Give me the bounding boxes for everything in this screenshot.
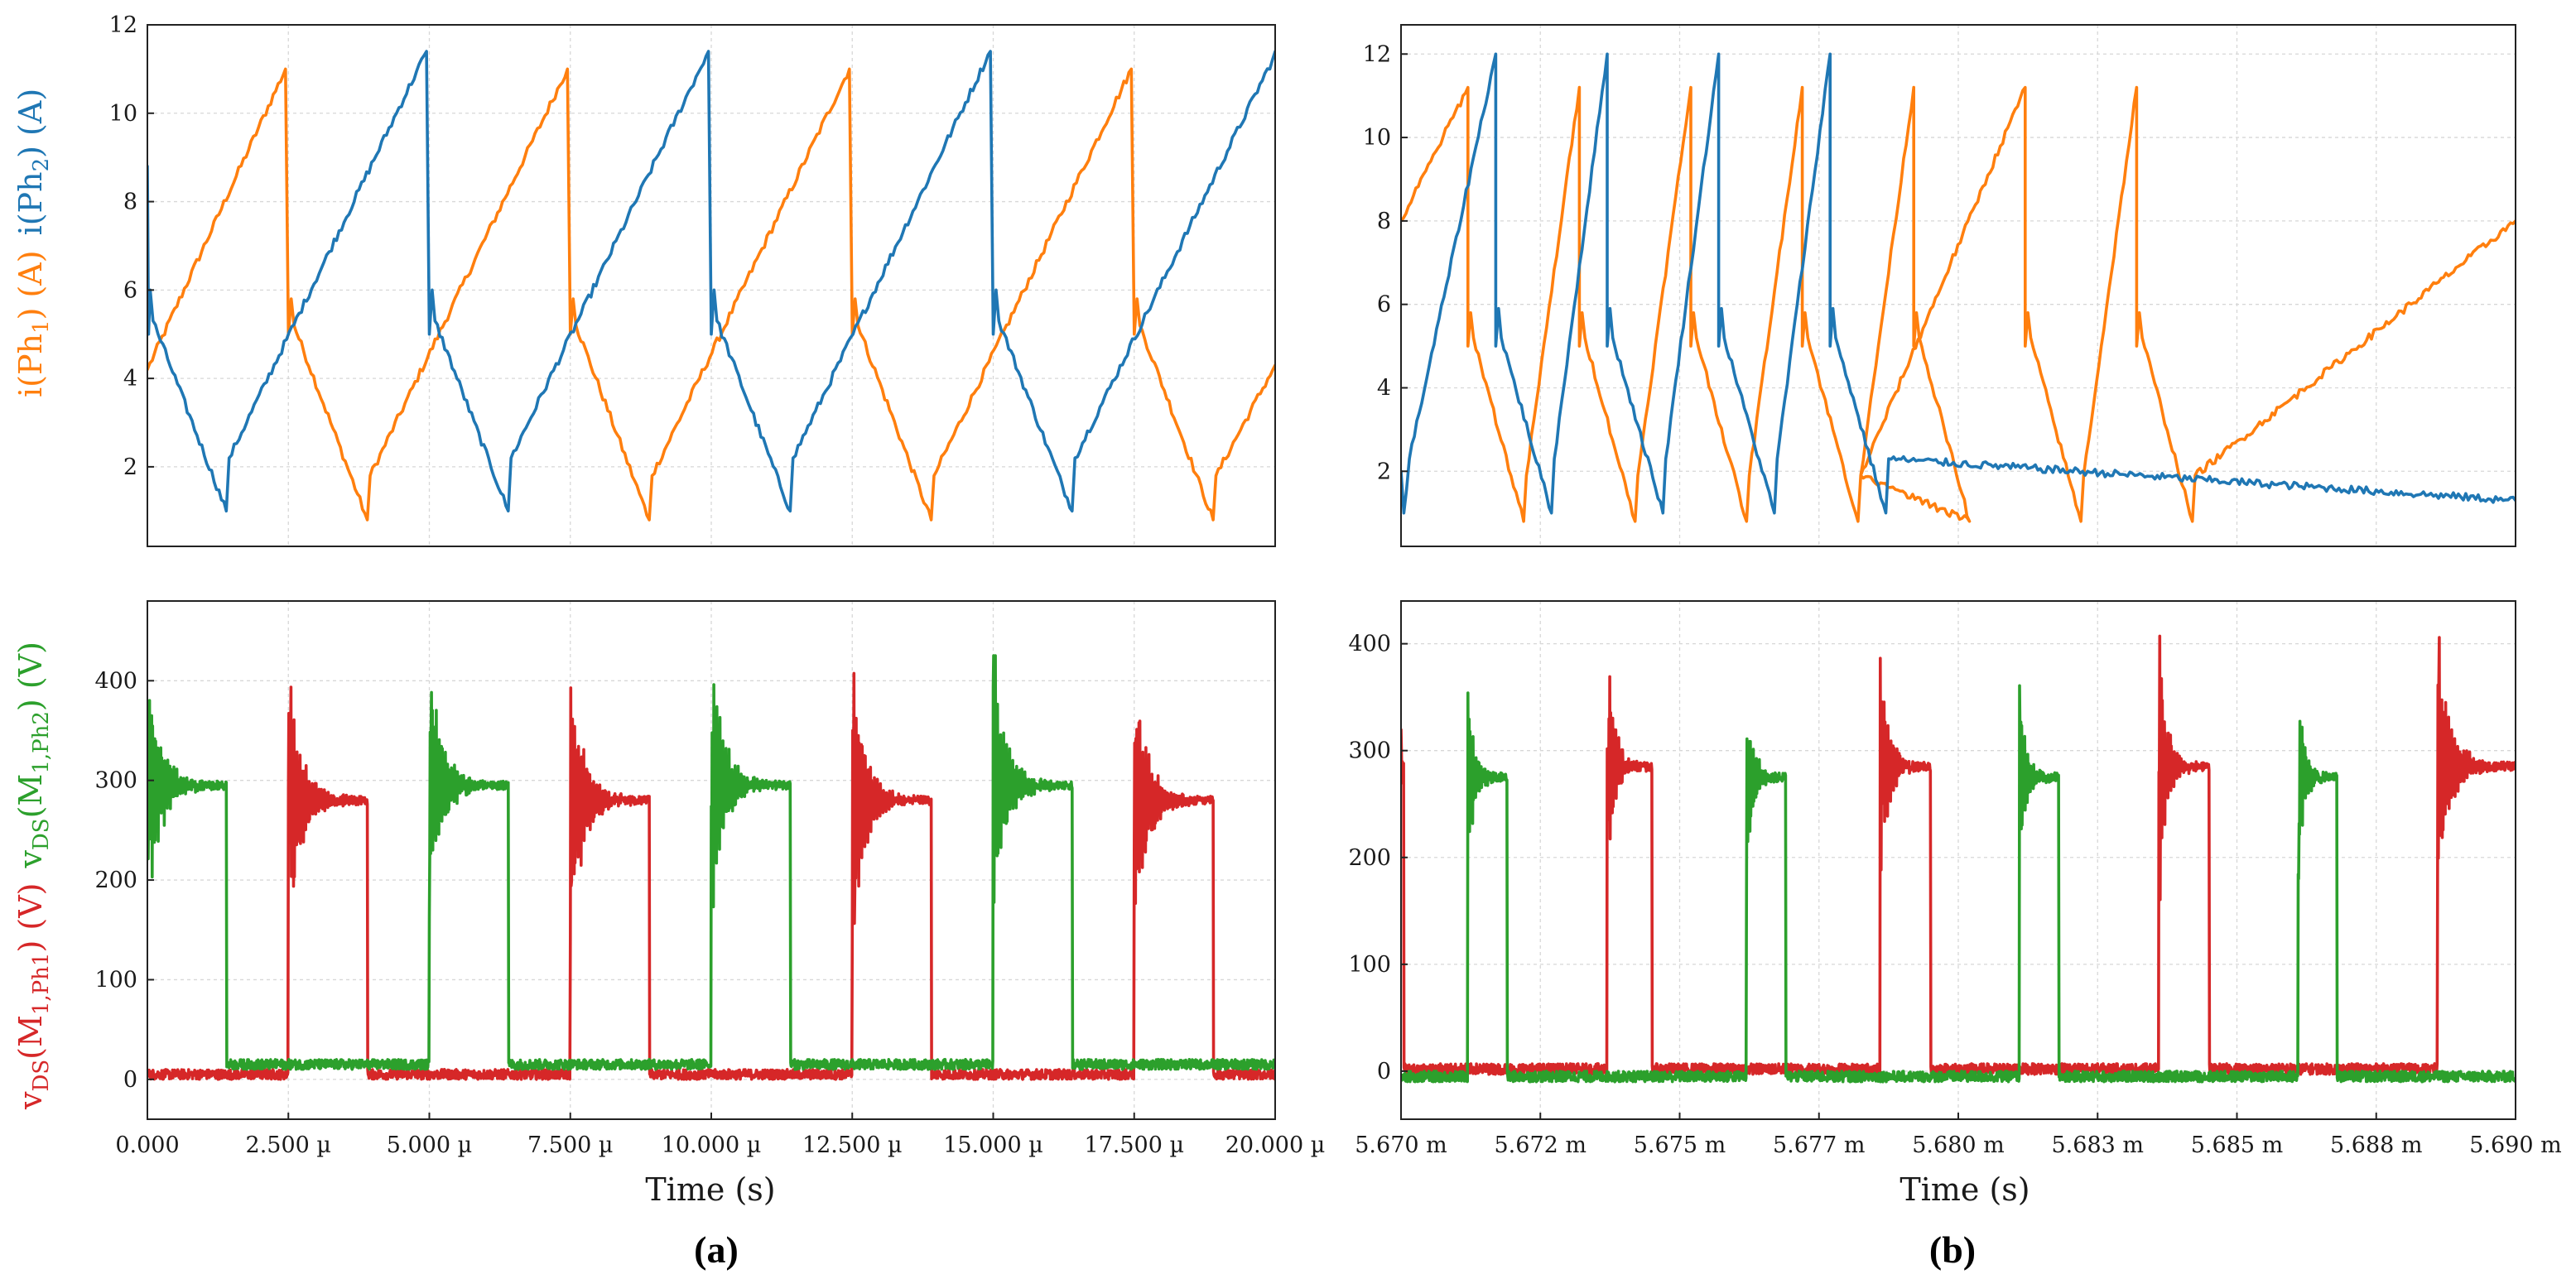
y-tick-label: 400 <box>1348 632 1391 657</box>
x-tick-label: 17.500 µ <box>1084 1132 1184 1158</box>
y-tick-label: 100 <box>1348 952 1391 978</box>
ylabel-currents: i(Ph1) (A)i(Ph2) (A) <box>12 89 54 397</box>
ylabel-voltages: vDS(M1,Ph1) (V)vDS(M1,Ph2) (V) <box>12 642 54 1110</box>
y-tick-label: 0 <box>1377 1059 1391 1084</box>
x-tick-label: 15.000 µ <box>943 1132 1043 1158</box>
panel-a-voltage-plot: 0 100 200 300 400 0.000 2.500 µ 5.000 µ 7.500 µ 1… <box>94 600 1326 1158</box>
series-line-i-ph1- <box>147 67 1275 522</box>
x-tick-label: 5.690 m <box>2469 1132 2561 1158</box>
x-tick-label: 5.677 m <box>1773 1132 1865 1158</box>
y-tick-label: 0 <box>123 1067 137 1093</box>
x-tick-label: 5.680 m <box>1912 1132 2004 1158</box>
plot-frame <box>1400 24 2516 547</box>
y-tick-label: 2 <box>1377 459 1391 484</box>
series-line-vds-m1-ph2- <box>147 654 1275 1071</box>
series-line-i-ph1- <box>1401 85 2516 523</box>
xlabel-a: Time (s) <box>645 1171 775 1208</box>
plot-frame <box>147 24 1276 547</box>
x-tick-label: 12.500 µ <box>802 1132 903 1158</box>
x-tick-label: 5.000 µ <box>387 1132 472 1158</box>
y-tick-label: 12 <box>1363 41 1391 67</box>
panel-a-current-plot: 2 4 6 8 10 12 <box>109 12 1276 547</box>
panel-label-b: (b) <box>1929 1229 1976 1271</box>
y-tick-label: 6 <box>1377 292 1391 318</box>
x-tick-label: 10.000 µ <box>662 1132 762 1158</box>
x-tick-label: 2.500 µ <box>246 1132 331 1158</box>
x-tick-label: 5.672 m <box>1495 1132 1587 1158</box>
y-tick-label: 8 <box>1377 209 1391 234</box>
x-tick-label: 5.675 m <box>1634 1132 1726 1158</box>
y-tick-label: 8 <box>123 190 137 215</box>
xlabel-b: Time (s) <box>1899 1171 2030 1208</box>
x-tick-label: 7.500 µ <box>527 1132 613 1158</box>
x-tick-label: 5.685 m <box>2191 1132 2283 1158</box>
x-tick-label: 0.000 <box>115 1132 179 1158</box>
y-tick-label: 200 <box>1348 845 1391 871</box>
y-tick-label: 2 <box>123 454 137 480</box>
series-line-vds-m1-ph1- <box>1401 634 2516 1076</box>
y-tick-label: 400 <box>94 668 137 694</box>
series-line-i-ph2- <box>147 50 1275 513</box>
y-tick-label: 200 <box>94 868 137 893</box>
x-tick-label: 5.670 m <box>1355 1132 1447 1158</box>
panel-b-voltage-plot: 0 100 200 300 400 5.670 m 5.672 m 5.675 m 5.677 … <box>1348 600 2562 1158</box>
y-tick-label: 10 <box>1363 125 1391 151</box>
grid-b_current <box>1400 25 2516 546</box>
y-tick-label: 4 <box>1377 375 1391 401</box>
grid-b_voltage <box>1400 601 2516 1119</box>
series-line-vds-m1-ph1- <box>147 671 1275 1081</box>
panel-label-a: (a) <box>694 1229 739 1271</box>
y-tick-label: 100 <box>94 967 137 993</box>
y-tick-label: 300 <box>94 768 137 794</box>
x-tick-label: 5.683 m <box>2052 1132 2144 1158</box>
y-tick-label: 12 <box>109 12 137 38</box>
y-tick-label: 300 <box>1348 738 1391 764</box>
x-tick-label: 20.000 µ <box>1225 1132 1326 1158</box>
series-line-i-ph2- <box>1401 52 2516 515</box>
y-tick-label: 4 <box>123 366 137 392</box>
y-tick-label: 6 <box>123 277 137 303</box>
y-tick-label: 10 <box>109 101 137 127</box>
panel-b-current-plot: 2 4 6 8 10 12 <box>1363 24 2516 547</box>
x-tick-label: 5.688 m <box>2330 1132 2422 1158</box>
series-line-vds-m1-ph2- <box>1401 684 2516 1084</box>
